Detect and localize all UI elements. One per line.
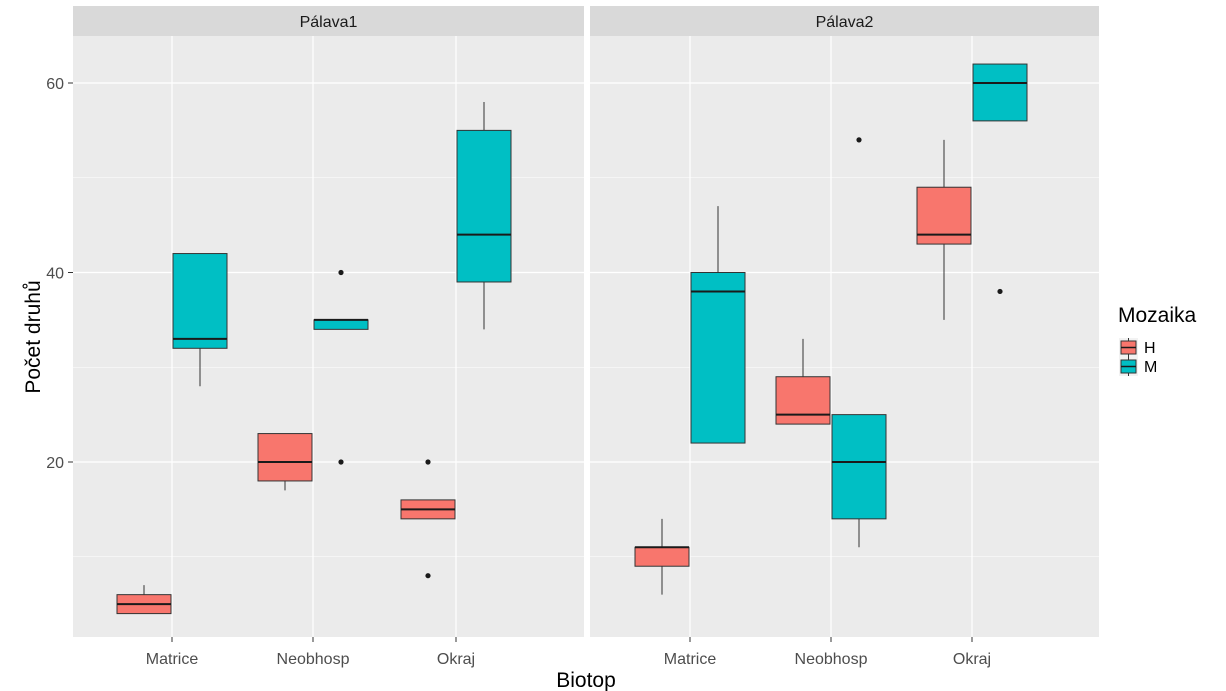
box-body [972,63,1028,122]
box-matrice-h [116,585,172,615]
legend-key-h [1119,338,1138,357]
box-body [775,376,831,425]
x-axis-title: Biotop [556,669,616,691]
x-tick-label: Matrice [664,651,717,668]
x-tick-label: Matrice [146,651,199,668]
x-tick-label: Neobhosp [795,651,868,668]
box-body [831,414,887,520]
facet-strip [590,6,1099,36]
box-okraj-m [456,101,512,330]
box-body [172,253,228,349]
y-tick-label: 60 [46,76,64,93]
legend-label: M [1144,359,1157,376]
legend-title: Mozaika [1118,304,1197,327]
box-body [456,129,512,283]
box-neobhosp-h [775,338,831,425]
outlier-point [856,137,862,143]
x-tick-label: Neobhosp [277,651,350,668]
box-matrice-m [690,206,746,444]
box-okraj-h [916,139,972,320]
facet-label: Pálava1 [300,14,358,31]
panel-background [73,36,584,637]
box-matrice-m [172,253,228,387]
box-body [313,319,369,330]
y-tick-label: 40 [46,266,64,283]
panel-background [590,36,1099,637]
legend-key-m [1119,357,1138,376]
legend-label: H [1144,340,1156,357]
y-tick-label: 20 [46,455,64,472]
outlier-point [338,269,344,276]
box-body [257,433,313,482]
box-body [690,272,746,444]
box-okraj-h [400,459,456,579]
outlier-point [425,573,431,579]
facet-label: Pálava2 [816,14,874,31]
x-tick-label: Okraj [953,651,991,668]
box-matrice-h [634,518,690,595]
box-body [634,546,690,567]
y-axis-title: Počet druhů [22,280,45,393]
box-neobhosp-m [831,137,887,548]
x-tick-label: Okraj [437,651,475,668]
box-okraj-m [972,63,1028,295]
box-neobhosp-h [257,433,313,491]
outlier-point [425,459,431,465]
box-neobhosp-m [313,269,369,465]
facet-strip [73,6,584,36]
outlier-point [997,288,1003,295]
outlier-point [338,459,344,465]
